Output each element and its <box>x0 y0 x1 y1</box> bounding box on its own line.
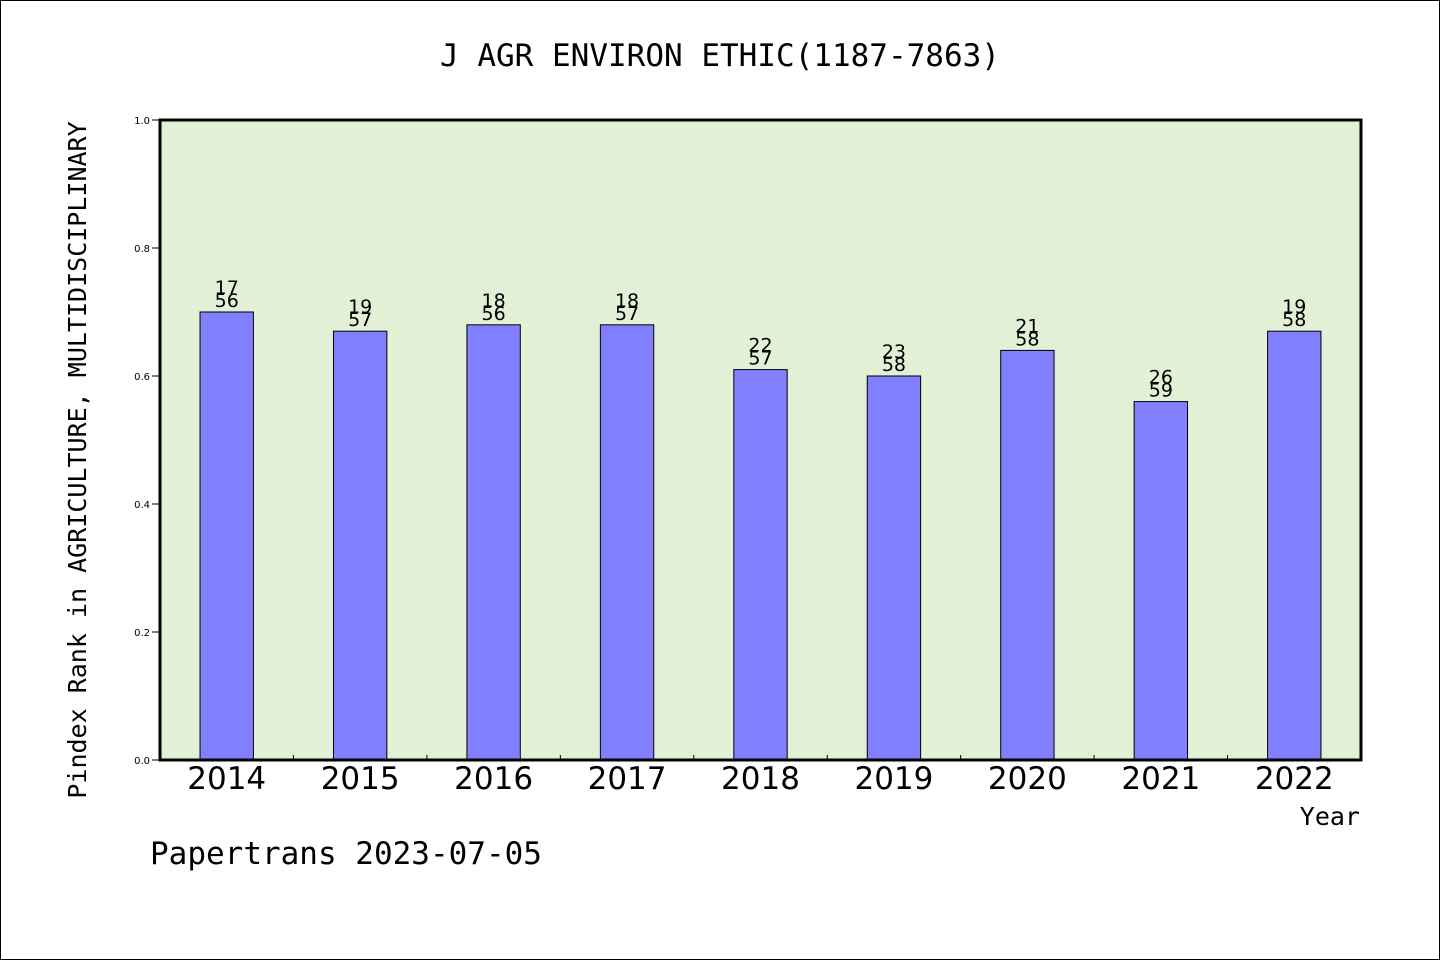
y-tick-label: 0.8 <box>134 244 150 255</box>
total-label-2015: 57 <box>348 309 372 331</box>
rank-label-2016: 18 <box>482 290 506 312</box>
rank-label-2019: 23 <box>882 341 906 363</box>
x-tick-label-2021: 2021 <box>1121 761 1200 797</box>
rank-label-2020: 21 <box>1015 315 1039 337</box>
chart-title: J AGR ENVIRON ETHIC(1187-7863) <box>440 38 1000 74</box>
x-tick-label-2014: 2014 <box>187 761 266 797</box>
x-tick-label-2022: 2022 <box>1255 761 1334 797</box>
bar-2022 <box>1267 330 1322 761</box>
x-tick-label-2020: 2020 <box>988 761 1067 797</box>
total-label-2019: 58 <box>882 354 906 376</box>
rank-label-2022: 19 <box>1282 296 1306 318</box>
bar-2021 <box>1133 401 1189 761</box>
bar-2015 <box>332 330 388 761</box>
x-tick-label-2015: 2015 <box>321 761 400 797</box>
x-tick-label-2019: 2019 <box>854 761 933 797</box>
x-tick-label-2017: 2017 <box>588 761 667 797</box>
y-tick-label: 0.0 <box>134 756 150 767</box>
rank-label-2021: 26 <box>1149 367 1173 389</box>
rank-label-2017: 18 <box>615 290 639 312</box>
bar-2019 <box>866 375 922 761</box>
y-tick-label: 0.4 <box>134 500 150 511</box>
total-label-2018: 57 <box>748 348 772 370</box>
plot-border <box>158 118 1363 762</box>
bar-2020 <box>1000 349 1055 761</box>
y-tick-label: 0.2 <box>134 628 150 639</box>
y-axis-label: Pindex Rank in AGRICULTURE, MULTIDISCIPL… <box>63 121 92 798</box>
bar-2018 <box>733 369 788 761</box>
total-label-2014: 56 <box>215 290 239 312</box>
rank-label-2018: 22 <box>748 335 772 357</box>
total-label-2021: 59 <box>1149 380 1173 402</box>
bar-2016 <box>466 324 521 761</box>
y-tick-label: 0.6 <box>134 372 150 383</box>
rank-label-2015: 19 <box>348 296 372 318</box>
bar-2017 <box>599 324 655 761</box>
y-tick-label: 1.0 <box>134 116 150 127</box>
rank-label-2014: 17 <box>215 277 239 299</box>
total-label-2017: 57 <box>615 303 639 325</box>
x-tick-label-2016: 2016 <box>454 761 533 797</box>
total-label-2022: 58 <box>1282 309 1306 331</box>
total-label-2016: 56 <box>482 303 506 325</box>
total-label-2020: 58 <box>1015 328 1039 350</box>
x-tick-label-2018: 2018 <box>721 761 800 797</box>
bar-2014 <box>199 311 254 761</box>
footer-credit: Papertrans 2023-07-05 <box>150 836 542 872</box>
x-axis-label: Year <box>1300 802 1360 831</box>
